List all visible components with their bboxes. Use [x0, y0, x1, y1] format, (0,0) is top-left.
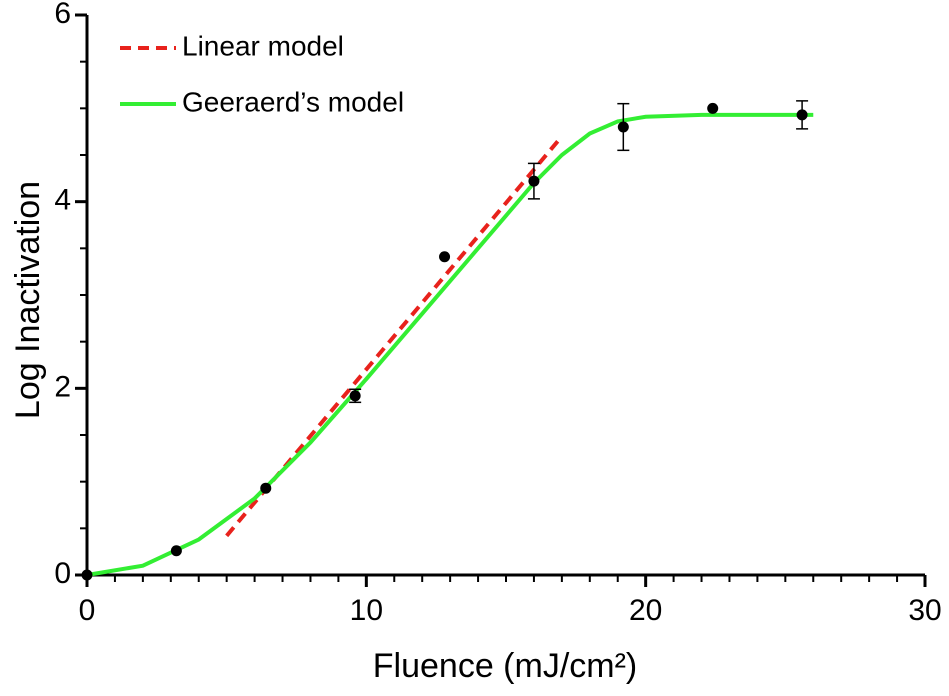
- data-point: [170, 545, 182, 557]
- legend-label: Geeraerd’s model: [182, 86, 404, 117]
- model-curve: [86, 112, 814, 577]
- x-tick-label: 30: [908, 594, 941, 627]
- data-point: [707, 102, 719, 114]
- y-tick-label: 0: [54, 557, 71, 590]
- data-point: [528, 175, 540, 187]
- model-curve: [225, 135, 564, 538]
- data-point: [81, 569, 93, 581]
- y-tick-label: 6: [54, 0, 71, 30]
- data-point: [260, 482, 272, 494]
- x-tick-label: 10: [350, 594, 383, 627]
- data-point: [617, 121, 629, 133]
- y-axis-label: Log Inactivation: [9, 181, 47, 419]
- legend-label: Linear model: [182, 30, 344, 61]
- y-tick-label: 4: [54, 184, 71, 217]
- data-point: [796, 109, 808, 121]
- data-point: [349, 390, 361, 402]
- data-point: [439, 251, 451, 263]
- x-tick-label: 20: [629, 594, 662, 627]
- x-axis-label: Fluence (mJ/cm²): [373, 647, 637, 685]
- x-tick-label: 0: [79, 594, 96, 627]
- y-tick-label: 2: [54, 370, 71, 403]
